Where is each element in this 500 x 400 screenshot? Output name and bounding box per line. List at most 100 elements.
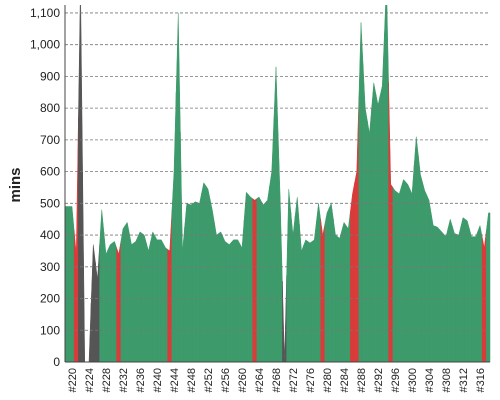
area-segment [294, 196, 300, 362]
x-tick-label: #292 [373, 368, 385, 392]
area-segment [248, 193, 253, 362]
y-tick-label: 200 [40, 292, 60, 306]
area-segment [456, 226, 462, 362]
y-tick-label: 1,100 [30, 6, 60, 20]
area-segment [413, 136, 419, 362]
area-segment [311, 221, 317, 362]
area-segment [103, 231, 109, 362]
area-segment [277, 133, 283, 362]
area-segment [358, 22, 364, 362]
y-tick-label: 300 [40, 260, 60, 274]
x-tick-label: #224 [84, 368, 96, 392]
area-segment [290, 212, 296, 362]
area-segment [464, 218, 470, 362]
area-segment [371, 82, 377, 362]
area-segment [409, 165, 415, 362]
area-segment [120, 224, 126, 362]
x-tick-label: #276 [305, 368, 317, 392]
area-segment [260, 200, 266, 362]
area-segment [320, 219, 326, 362]
x-tick-label: #272 [288, 368, 300, 392]
area-segment [350, 182, 355, 362]
area-segment [65, 206, 75, 362]
area-segment [341, 221, 347, 362]
area-segment [86, 303, 92, 362]
y-tick-label: 1,000 [30, 38, 60, 52]
area-segment [303, 239, 309, 362]
area-segment [286, 189, 292, 362]
area-segment [201, 182, 207, 362]
area-segment [328, 202, 334, 362]
area-segment [324, 207, 330, 362]
y-tick-label: 0 [53, 355, 60, 369]
area-segment [99, 209, 105, 362]
area-segment [477, 224, 483, 362]
area-segment [116, 241, 122, 362]
area-segment [388, 82, 394, 362]
area-segment [269, 119, 275, 362]
area-segment [188, 202, 194, 362]
x-tick-label: #280 [322, 368, 334, 392]
x-tick-label: #288 [356, 368, 368, 392]
area-segment [180, 131, 185, 362]
area-segment [107, 242, 113, 362]
area-segment [401, 179, 406, 362]
area-segment [422, 182, 428, 362]
area-segment [146, 241, 151, 362]
area-segment [78, 5, 83, 362]
area-segment [218, 231, 224, 362]
area-segment [163, 243, 168, 362]
area-segment [265, 185, 270, 362]
x-tick-label: #248 [186, 368, 198, 392]
area-segment [167, 211, 173, 362]
area-segment [443, 227, 449, 362]
area-segment [209, 199, 215, 362]
area-segment [439, 228, 445, 362]
area-segment [273, 66, 279, 362]
x-tick-label: #236 [135, 368, 147, 392]
x-tick-label: #300 [407, 368, 419, 392]
area-segment [226, 241, 232, 362]
area-segment [362, 65, 368, 362]
area-segment [447, 218, 453, 362]
x-tick-label: #312 [458, 368, 470, 392]
x-tick-label: #232 [118, 368, 130, 392]
area-segment [379, 33, 385, 362]
plot-area [65, 5, 491, 362]
area-segment [396, 186, 402, 362]
area-segment [129, 233, 134, 362]
x-tick-label: #220 [67, 368, 79, 392]
area-segment [95, 244, 100, 362]
area-segment [192, 201, 198, 362]
area-segment [469, 228, 474, 362]
x-tick-label: #296 [390, 368, 402, 392]
x-tick-label: #256 [220, 368, 232, 392]
area-segment [384, 5, 389, 362]
area-segment [222, 236, 228, 362]
x-tick-label: #240 [152, 368, 164, 392]
area-segment [405, 181, 411, 362]
y-tick-label: 500 [40, 196, 60, 210]
area-segment [426, 195, 432, 362]
area-segment [158, 239, 164, 362]
area-segment [256, 196, 262, 362]
y-tick-label: 700 [40, 133, 60, 147]
area-segment [73, 117, 79, 362]
x-tick-label: #268 [271, 368, 283, 392]
area-segment [171, 92, 177, 362]
area-segment [141, 232, 147, 362]
y-tick-label: 900 [40, 69, 60, 83]
x-tick-label: #244 [169, 368, 181, 392]
area-segment [333, 219, 338, 362]
area-segment [90, 244, 96, 362]
area-segment [243, 191, 249, 362]
y-tick-label: 400 [40, 228, 60, 242]
area-segment [184, 202, 190, 362]
area-segment [435, 225, 440, 362]
area-segment [452, 226, 457, 362]
area-segment [354, 97, 360, 362]
x-tick-label: #264 [254, 368, 266, 392]
area-segment [345, 211, 351, 362]
area-segment [124, 221, 130, 362]
area-segment [337, 230, 343, 362]
